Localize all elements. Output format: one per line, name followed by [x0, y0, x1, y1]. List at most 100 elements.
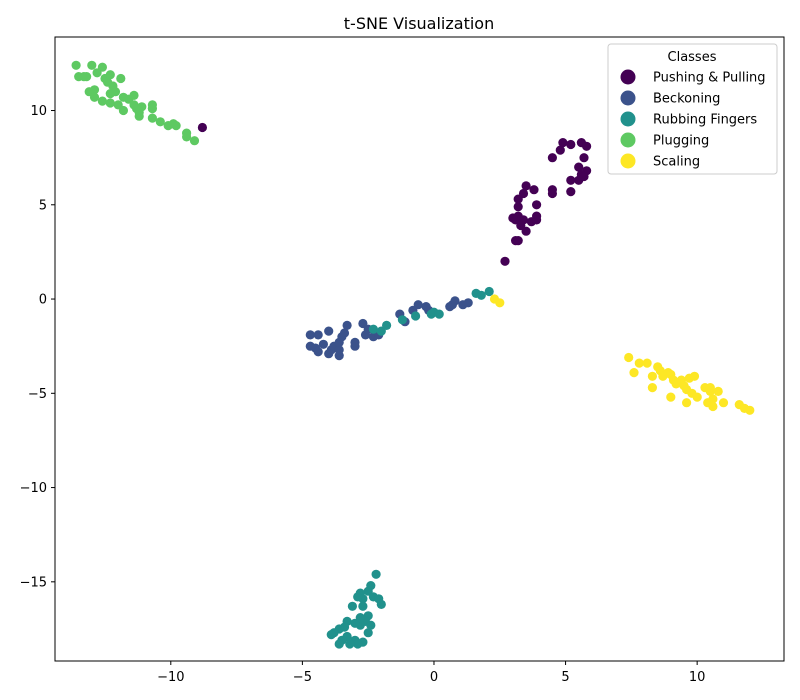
point-rubbing-fingers-0 [368, 324, 378, 334]
point-pushing-pulling-7 [513, 202, 523, 212]
point-rubbing-fingers-19 [353, 592, 363, 602]
point-rubbing-fingers-21 [358, 601, 368, 611]
y-tick-label-2: −5 [28, 387, 47, 402]
legend-marker-1 [620, 90, 636, 106]
point-scaling-7 [647, 383, 658, 393]
point-rubbing-fingers-18 [376, 599, 386, 610]
legend-items: Pushing & Pulling Beckoning Rubbing Finger… [620, 69, 766, 170]
point-pushing-pulling-24 [579, 153, 589, 163]
legend-label-0: Pushing & Pulling [653, 71, 766, 86]
point-scaling-1 [495, 298, 505, 308]
x-tick-label-2: 0 [430, 670, 438, 685]
point-pushing-pulling-29 [566, 175, 576, 185]
point-scaling-28 [708, 401, 718, 412]
point-rubbing-fingers-10 [484, 286, 494, 297]
point-plugging-16 [89, 92, 100, 102]
point-plugging-38 [134, 111, 144, 121]
point-rubbing-fingers-34 [345, 639, 355, 649]
point-beckoning-33 [463, 298, 473, 308]
point-scaling-6 [647, 371, 658, 381]
legend-marker-3 [620, 132, 636, 148]
point-scaling-27 [708, 394, 718, 404]
point-plugging-17 [97, 96, 107, 106]
point-plugging-4 [87, 60, 97, 70]
point-beckoning-14 [339, 328, 350, 338]
plot-frame [54, 36, 785, 662]
point-pushing-pulling-31 [508, 213, 518, 223]
legend-title: Classes [668, 50, 717, 65]
x-tick-label-0: −10 [157, 670, 184, 685]
point-scaling-34 [705, 383, 715, 393]
point-plugging-13 [116, 73, 126, 84]
points-layer [71, 60, 755, 649]
x-tick-label-4: 10 [689, 670, 706, 685]
point-plugging-8 [105, 70, 115, 80]
point-rubbing-fingers-40 [355, 613, 365, 623]
point-beckoning-4 [313, 347, 323, 357]
point-pushing-pulling-33 [532, 215, 542, 225]
point-scaling-3 [629, 368, 639, 378]
legend-label-3: Plugging [653, 134, 709, 149]
point-beckoning-11 [334, 345, 344, 355]
point-plugging-36 [182, 132, 192, 142]
legend-label-1: Beckoning [653, 92, 720, 107]
point-plugging-30 [147, 113, 157, 123]
point-plugging-6 [97, 62, 107, 72]
y-tick-label-1: −10 [20, 481, 47, 496]
point-plugging-18 [105, 98, 115, 108]
point-pushing-pulling-21 [566, 139, 576, 150]
legend-marker-4 [620, 153, 636, 169]
point-plugging-27 [129, 100, 139, 110]
point-pushing-pulling-12 [532, 200, 542, 210]
point-rubbing-fingers-7 [434, 309, 444, 319]
point-pushing-pulling-3 [513, 236, 523, 246]
point-beckoning-15 [342, 320, 352, 330]
y-tick-label-5: 10 [30, 104, 47, 119]
x-tick-label-3: 5 [561, 670, 569, 685]
y-tick-label-0: −15 [20, 575, 47, 590]
point-pushing-pulling-30 [566, 187, 576, 197]
point-pushing-pulling-17 [547, 188, 558, 199]
x-tick-label-1: −5 [293, 670, 312, 685]
point-rubbing-fingers-33 [353, 639, 363, 649]
point-scaling-23 [692, 392, 702, 402]
point-beckoning-5 [318, 339, 328, 349]
point-plugging-31 [155, 117, 165, 127]
point-beckoning-1 [313, 330, 323, 340]
point-plugging-34 [168, 119, 178, 129]
point-plugging-29 [147, 104, 157, 114]
point-plugging-26 [137, 102, 147, 112]
legend-label-2: Rubbing Fingers [653, 113, 757, 128]
point-pushing-pulling-25 [574, 162, 584, 172]
point-pushing-pulling-34 [579, 171, 589, 182]
point-rubbing-fingers-37 [326, 630, 336, 640]
point-scaling-30 [718, 398, 729, 408]
point-beckoning-26 [413, 300, 423, 310]
point-rubbing-fingers-11 [371, 569, 381, 579]
point-plugging-20 [118, 105, 128, 116]
point-scaling-22 [689, 371, 700, 381]
point-plugging-12 [110, 87, 121, 97]
point-plugging-37 [189, 136, 200, 146]
point-pushing-pulling-10 [521, 181, 531, 191]
point-rubbing-fingers-20 [347, 601, 357, 611]
point-scaling-2 [624, 352, 634, 363]
point-pushing-pulling-18 [547, 153, 558, 163]
point-scaling-4 [634, 358, 644, 368]
legend-box [607, 43, 778, 175]
point-scaling-33 [745, 405, 755, 415]
x-axis: −10 −5 0 5 10 [157, 661, 705, 685]
point-pushing-pulling-0 [197, 122, 207, 133]
point-pushing-pulling-23 [582, 141, 592, 151]
legend-label-4: Scaling [653, 155, 700, 170]
y-axis: −15 −10 −5 0 5 10 [20, 104, 55, 590]
point-beckoning-31 [450, 296, 460, 306]
point-pushing-pulling-19 [555, 145, 565, 155]
legend: Classes Pushing & Pulling Beckoning Rubbin… [607, 43, 778, 175]
point-pushing-pulling-1 [500, 256, 510, 266]
point-rubbing-fingers-9 [476, 290, 486, 300]
legend-marker-2 [620, 111, 636, 127]
point-pushing-pulling-11 [529, 185, 539, 195]
point-rubbing-fingers-2 [382, 320, 392, 330]
